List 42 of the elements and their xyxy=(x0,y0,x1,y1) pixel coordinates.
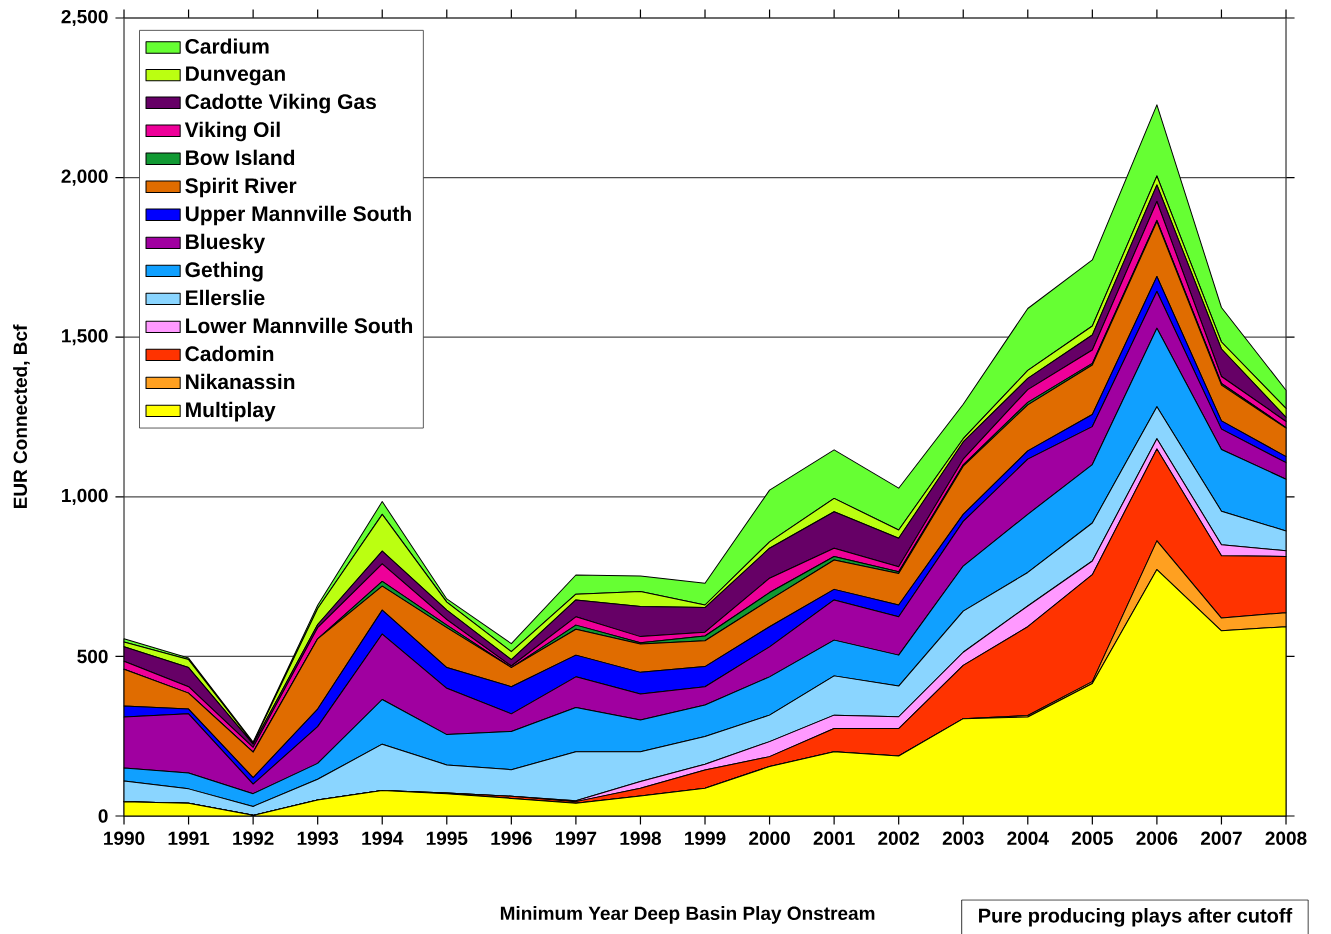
x-tick-label: 1991 xyxy=(168,831,210,846)
legend-label: Cadotte Viking Gas xyxy=(185,93,376,114)
x-tick-label: 2003 xyxy=(942,831,984,846)
x-tick-label: 1992 xyxy=(233,831,274,846)
legend-label: Bow Island xyxy=(186,149,295,166)
y-tick-label: 1,500 xyxy=(62,329,108,346)
x-axis-title: Minimum Year Deep Basin Play Onstream xyxy=(500,906,875,924)
legend-label: Viking Oil xyxy=(184,121,280,142)
legend-label: Nikanassin xyxy=(186,373,295,390)
y-tick-label: 1,000 xyxy=(62,488,108,505)
x-tick-label: 1993 xyxy=(297,831,339,846)
x-tick-label: 2002 xyxy=(878,831,920,846)
x-tick-label: 2008 xyxy=(1265,831,1307,846)
legend-label: Lower Mannville South xyxy=(186,317,413,334)
x-tick-label: 1994 xyxy=(362,831,404,846)
x-tick-label: 1996 xyxy=(491,831,532,846)
legend-label: Ellerslie xyxy=(186,289,265,306)
x-tick-label: 2005 xyxy=(1071,831,1113,846)
x-tick-label: 1999 xyxy=(685,831,726,846)
x-tick-label: 2007 xyxy=(1200,831,1242,846)
legend-label: Cadomin xyxy=(185,345,274,362)
legend-label: Gething xyxy=(185,261,263,282)
y-tick-label: 0 xyxy=(98,809,108,823)
x-tick-label: 2004 xyxy=(1007,831,1049,846)
legend-label: Bluesky xyxy=(186,233,266,254)
legend-label: Cardium xyxy=(185,38,269,54)
x-tick-label: 1997 xyxy=(555,831,597,846)
y-tick-label: 2,000 xyxy=(61,169,108,186)
x-tick-label: 1990 xyxy=(104,831,145,846)
x-tick-label: 2001 xyxy=(813,831,855,846)
y-tick-label: 2,500 xyxy=(61,9,108,27)
x-tick-label: 2000 xyxy=(749,831,790,846)
legend-label: Upper Mannville South xyxy=(185,205,411,226)
legend-label: Spirit River xyxy=(185,177,297,198)
x-tick-label: 2006 xyxy=(1136,831,1178,846)
y-tick-label: 500 xyxy=(77,649,108,664)
legend-label: Multiplay xyxy=(186,401,276,422)
y-axis-title: EUR Connected, Bcf xyxy=(13,324,30,509)
x-tick-label: 1998 xyxy=(620,831,661,846)
x-tick-label: 1995 xyxy=(426,831,468,846)
text: Pure producing plays after cutoff xyxy=(979,907,1293,927)
legend-label: Dunvegan xyxy=(186,66,285,86)
